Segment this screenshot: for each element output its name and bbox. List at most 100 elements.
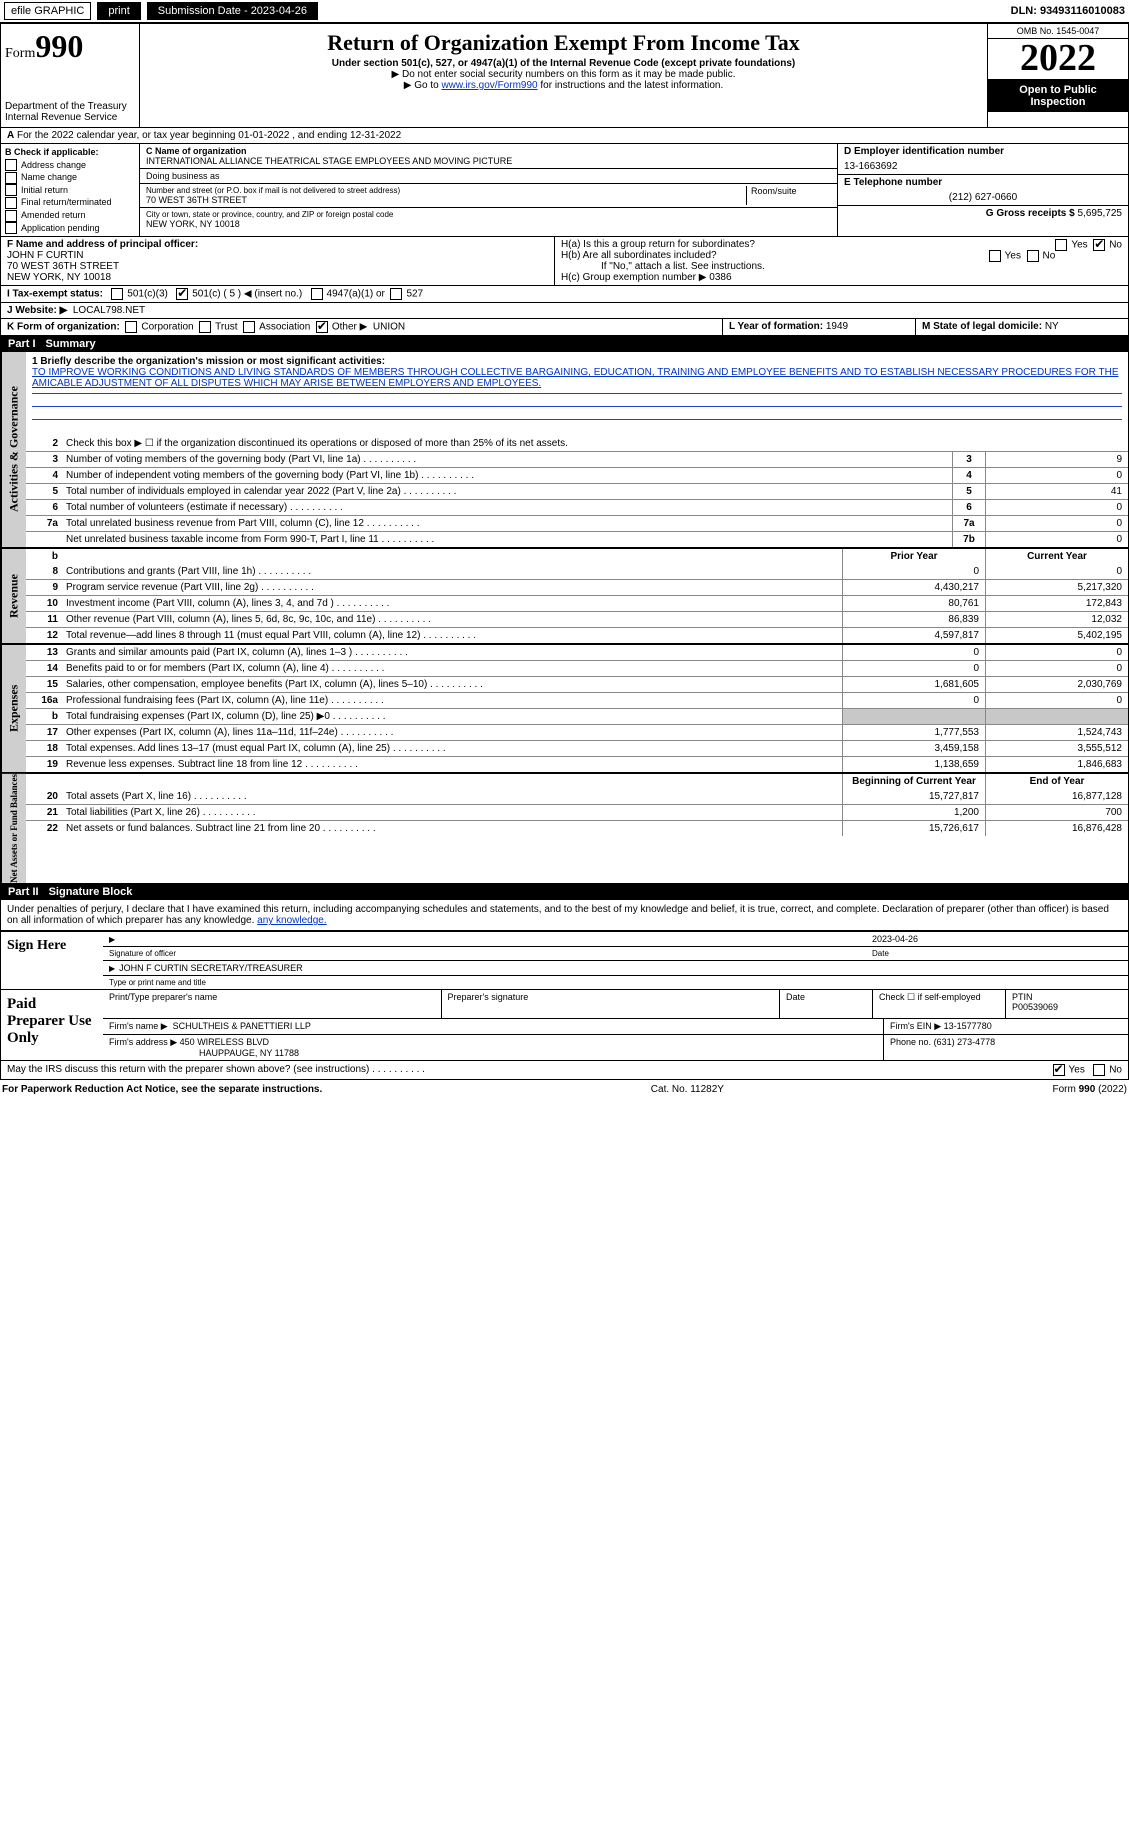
prior-value: 15,727,817 bbox=[842, 789, 985, 804]
form-title: Return of Organization Exempt From Incom… bbox=[148, 30, 979, 56]
ssn-note: ▶ Do not enter social security numbers o… bbox=[148, 69, 979, 80]
current-value: 1,524,743 bbox=[985, 725, 1128, 740]
prior-value: 86,839 bbox=[842, 612, 985, 627]
m-value: NY bbox=[1045, 321, 1059, 332]
prep-sig-label: Preparer's signature bbox=[441, 990, 780, 1018]
submission-date-button[interactable]: Submission Date - 2023-04-26 bbox=[147, 2, 318, 20]
checkbox-icon[interactable] bbox=[5, 197, 17, 209]
fh-row: F Name and address of principal officer:… bbox=[0, 237, 1129, 286]
part-2-band: Part II Signature Block bbox=[0, 884, 1129, 900]
checkbox-icon[interactable] bbox=[125, 321, 137, 333]
line-num: 9 bbox=[26, 580, 62, 595]
tax-year: 2022 bbox=[988, 39, 1128, 80]
checkbox-checked-icon[interactable] bbox=[1093, 239, 1105, 251]
side-governance: Activities & Governance bbox=[1, 352, 26, 547]
checkbox-icon[interactable] bbox=[5, 222, 17, 234]
checkbox-checked-icon[interactable] bbox=[1053, 1064, 1065, 1076]
checkbox-checked-icon[interactable] bbox=[176, 288, 188, 300]
addr-value: 70 WEST 36TH STREET bbox=[146, 195, 746, 205]
line-text: Total liabilities (Part X, line 26) bbox=[62, 805, 842, 820]
phone-value: (212) 627-0660 bbox=[838, 190, 1128, 205]
paid-preparer-label: Paid Preparer Use Only bbox=[1, 990, 103, 1060]
firm-name: SCHULTHEIS & PANETTIERI LLP bbox=[173, 1021, 311, 1031]
summary-line: 18Total expenses. Add lines 13–17 (must … bbox=[26, 740, 1128, 756]
checkbox-icon[interactable] bbox=[390, 288, 402, 300]
checkbox-icon[interactable] bbox=[1027, 250, 1039, 262]
side-net: Net Assets or Fund Balances bbox=[1, 774, 26, 883]
current-value: 5,217,320 bbox=[985, 580, 1128, 595]
summary-line: 10Investment income (Part VIII, column (… bbox=[26, 595, 1128, 611]
prior-value: 3,459,158 bbox=[842, 741, 985, 756]
prior-value: 0 bbox=[842, 564, 985, 579]
checkbox-icon[interactable] bbox=[1093, 1064, 1105, 1076]
k-other-value: UNION bbox=[373, 322, 405, 333]
city-label: City or town, state or province, country… bbox=[146, 210, 831, 219]
line-ref: 3 bbox=[952, 452, 985, 467]
officer-city: NEW YORK, NY 10018 bbox=[7, 272, 111, 283]
a-text: For the 2022 calendar year, or tax year … bbox=[17, 130, 401, 141]
checkbox-icon[interactable] bbox=[5, 172, 17, 184]
line-text: Total assets (Part X, line 16) bbox=[62, 789, 842, 804]
mission-text[interactable]: TO IMPROVE WORKING CONDITIONS AND LIVING… bbox=[32, 367, 1118, 389]
addr-label: Number and street (or P.O. box if mail i… bbox=[146, 186, 746, 195]
summary-line: 20Total assets (Part X, line 16)15,727,8… bbox=[26, 789, 1128, 804]
line-text: Professional fundraising fees (Part IX, … bbox=[62, 693, 842, 708]
side-expenses: Expenses bbox=[1, 645, 26, 772]
prior-value: 0 bbox=[842, 661, 985, 676]
summary-line: 15Salaries, other compensation, employee… bbox=[26, 676, 1128, 692]
line-num: 20 bbox=[26, 789, 62, 804]
cat-no: Cat. No. 11282Y bbox=[651, 1084, 724, 1095]
current-value: 1,846,683 bbox=[985, 757, 1128, 772]
checkbox-icon[interactable] bbox=[5, 159, 17, 171]
line-text: Total fundraising expenses (Part IX, col… bbox=[62, 709, 842, 724]
efile-label: efile GRAPHIC bbox=[4, 2, 91, 20]
checkbox-checked-icon[interactable] bbox=[316, 321, 328, 333]
line-num: b bbox=[26, 709, 62, 724]
line-num: 13 bbox=[26, 645, 62, 660]
form-number: Form990 bbox=[5, 28, 135, 65]
org-name: INTERNATIONAL ALLIANCE THEATRICAL STAGE … bbox=[146, 156, 512, 166]
prior-value: 1,138,659 bbox=[842, 757, 985, 772]
part-1-num: Part I bbox=[8, 338, 36, 350]
line-num: 12 bbox=[26, 628, 62, 643]
line-num: 10 bbox=[26, 596, 62, 611]
prep-name-label: Print/Type preparer's name bbox=[109, 992, 435, 1002]
checkbox-icon[interactable] bbox=[5, 210, 17, 222]
line-ref: 6 bbox=[952, 500, 985, 515]
line-ref: 4 bbox=[952, 468, 985, 483]
officer-name-title: JOHN F CURTIN SECRETARY/TREASURER bbox=[109, 963, 1122, 973]
checkbox-icon[interactable] bbox=[1055, 239, 1067, 251]
eoy-header: End of Year bbox=[985, 774, 1128, 789]
checkbox-icon[interactable] bbox=[311, 288, 323, 300]
line-num: 17 bbox=[26, 725, 62, 740]
b-opt-1: Name change bbox=[5, 171, 135, 184]
line-text: Net assets or fund balances. Subtract li… bbox=[62, 821, 842, 836]
prior-value: 15,726,617 bbox=[842, 821, 985, 836]
line-text: Other expenses (Part IX, column (A), lin… bbox=[62, 725, 842, 740]
ptin-value: P00539069 bbox=[1012, 1002, 1122, 1012]
gross-receipts: 5,695,725 bbox=[1078, 208, 1123, 219]
summary-line: 5Total number of individuals employed in… bbox=[26, 483, 1128, 499]
b-title: B Check if applicable: bbox=[5, 146, 135, 159]
part-1-band: Part I Summary bbox=[0, 336, 1129, 352]
klm-row: K Form of organization: Corporation Trus… bbox=[0, 319, 1129, 336]
pra-notice: For Paperwork Reduction Act Notice, see … bbox=[2, 1084, 322, 1095]
irs-link[interactable]: www.irs.gov/Form990 bbox=[441, 80, 537, 91]
bc-row: B Check if applicable: Address change Na… bbox=[0, 144, 1129, 237]
checkbox-icon[interactable] bbox=[989, 250, 1001, 262]
checkbox-icon[interactable] bbox=[111, 288, 123, 300]
current-value: 0 bbox=[985, 693, 1128, 708]
line-num: 8 bbox=[26, 564, 62, 579]
checkbox-icon[interactable] bbox=[243, 321, 255, 333]
any-knowledge-link[interactable]: any knowledge. bbox=[257, 915, 327, 926]
print-button[interactable]: print bbox=[97, 2, 140, 20]
checkbox-icon[interactable] bbox=[199, 321, 211, 333]
prior-value: 1,681,605 bbox=[842, 677, 985, 692]
line-text: Contributions and grants (Part VIII, lin… bbox=[62, 564, 842, 579]
firm-addr-label: Firm's address ▶ bbox=[109, 1037, 177, 1047]
checkbox-icon[interactable] bbox=[5, 184, 17, 196]
e-label: E Telephone number bbox=[844, 177, 942, 188]
form-990-num: 990 bbox=[35, 28, 83, 64]
line-value: 41 bbox=[985, 484, 1128, 499]
discuss-row: May the IRS discuss this return with the… bbox=[0, 1061, 1129, 1080]
